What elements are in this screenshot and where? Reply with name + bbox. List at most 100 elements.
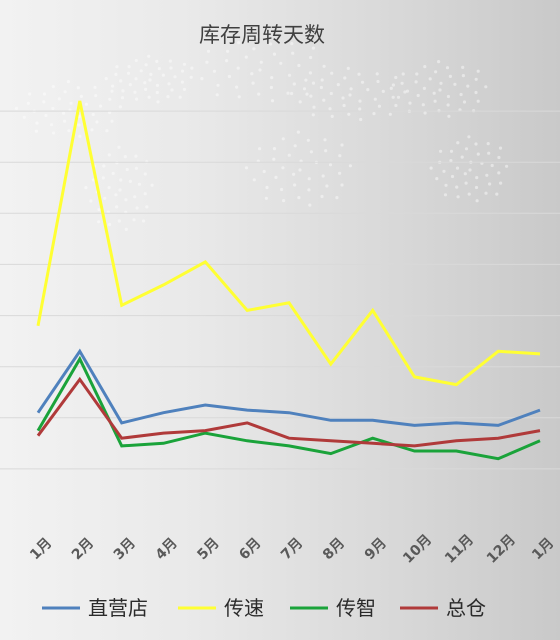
worldmap-dot — [236, 66, 240, 70]
worldmap-dot — [474, 142, 478, 146]
worldmap-dot — [456, 141, 460, 145]
worldmap-dot — [264, 196, 268, 200]
worldmap-dot — [372, 112, 376, 116]
worldmap-dot — [290, 91, 294, 96]
worldmap-dot — [235, 85, 239, 89]
worldmap-dot — [453, 82, 457, 86]
worldmap-dot — [180, 69, 185, 73]
x-tick-label: 5月 — [194, 535, 222, 563]
worldmap-dot — [118, 105, 122, 109]
worldmap-dot — [118, 188, 122, 192]
worldmap-dot — [147, 54, 151, 58]
legend-label: 传速 — [224, 596, 264, 620]
worldmap-dot — [437, 60, 441, 64]
worldmap-dot — [14, 106, 19, 110]
worldmap-dot — [490, 163, 494, 168]
worldmap-dot — [325, 184, 329, 188]
worldmap-dot — [107, 153, 111, 157]
worldmap-dot — [237, 95, 241, 99]
worldmap-dot — [497, 155, 501, 160]
worldmap-dot — [476, 69, 480, 73]
worldmap-dot — [463, 172, 467, 176]
worldmap-dot — [304, 78, 308, 82]
worldmap-dot — [124, 227, 128, 231]
worldmap-dot — [134, 154, 138, 158]
worldmap-dot — [139, 69, 143, 73]
worldmap-dot — [280, 187, 284, 192]
worldmap-dot — [462, 100, 467, 104]
worldmap-dot — [293, 144, 297, 148]
worldmap-dot — [433, 99, 437, 103]
worldmap-dot — [287, 153, 291, 157]
worldmap-background — [14, 35, 509, 231]
worldmap-dot — [166, 95, 170, 99]
worldmap-dot — [366, 88, 370, 92]
worldmap-dot — [486, 142, 490, 146]
worldmap-dot — [128, 83, 132, 87]
worldmap-dot — [305, 92, 309, 96]
worldmap-dot — [400, 81, 404, 85]
worldmap-dot — [322, 64, 326, 68]
worldmap-dot — [391, 95, 395, 99]
worldmap-dot — [467, 135, 471, 139]
worldmap-dot — [287, 73, 292, 77]
worldmap-dot — [291, 51, 295, 55]
worldmap-dot — [342, 103, 346, 108]
worldmap-dot — [169, 66, 173, 70]
worldmap-dot — [449, 149, 454, 153]
worldmap-dot — [498, 146, 503, 150]
worldmap-dot — [474, 77, 478, 81]
worldmap-dot — [94, 94, 98, 98]
worldmap-dot — [76, 86, 80, 90]
worldmap-dot — [423, 111, 427, 115]
worldmap-dot — [323, 138, 327, 142]
worldmap-dot — [296, 130, 300, 134]
worldmap-dot — [476, 99, 480, 103]
worldmap-dot — [133, 90, 137, 94]
worldmap-dot — [244, 55, 248, 59]
worldmap-dot — [322, 98, 326, 102]
worldmap-dot — [79, 94, 83, 98]
worldmap-dot — [182, 62, 186, 66]
worldmap-dot — [119, 79, 123, 83]
worldmap-dot — [459, 92, 463, 97]
worldmap-dot — [97, 208, 101, 212]
worldmap-dot — [114, 72, 118, 76]
worldmap-dot — [272, 157, 276, 161]
worldmap-dot — [237, 41, 241, 45]
worldmap-dot — [143, 81, 147, 85]
worldmap-dot — [250, 72, 254, 76]
worldmap-dot — [467, 192, 471, 196]
worldmap-dot — [145, 205, 149, 209]
worldmap-dot — [435, 177, 439, 181]
series-line-1 — [36, 348, 541, 427]
worldmap-dot — [127, 65, 131, 69]
worldmap-dot — [110, 89, 114, 93]
worldmap-dot — [328, 163, 333, 167]
worldmap-dot — [124, 198, 128, 202]
worldmap-dot — [464, 147, 469, 151]
worldmap-dot — [309, 55, 313, 60]
worldmap-dot — [292, 172, 296, 176]
worldmap-dot — [89, 199, 93, 203]
worldmap-dot — [394, 103, 398, 108]
worldmap-dot — [448, 74, 452, 78]
worldmap-dot — [391, 83, 395, 87]
x-tick-label: 11月 — [442, 532, 477, 567]
worldmap-dot — [434, 70, 438, 74]
worldmap-dot — [189, 75, 193, 79]
worldmap-dot — [461, 65, 465, 69]
worldmap-dot — [178, 95, 182, 99]
worldmap-dot — [346, 66, 350, 70]
x-tick-label: 3月 — [111, 535, 139, 563]
worldmap-dot — [340, 143, 344, 147]
series-line-2 — [36, 100, 541, 387]
worldmap-dot — [319, 85, 323, 90]
worldmap-dot — [341, 96, 345, 100]
worldmap-dot — [376, 79, 380, 84]
worldmap-dot — [442, 169, 446, 173]
worldmap-dot — [63, 119, 67, 123]
x-tick-label: 10月 — [400, 532, 435, 567]
worldmap-dot — [388, 112, 392, 116]
worldmap-dot — [338, 171, 342, 175]
